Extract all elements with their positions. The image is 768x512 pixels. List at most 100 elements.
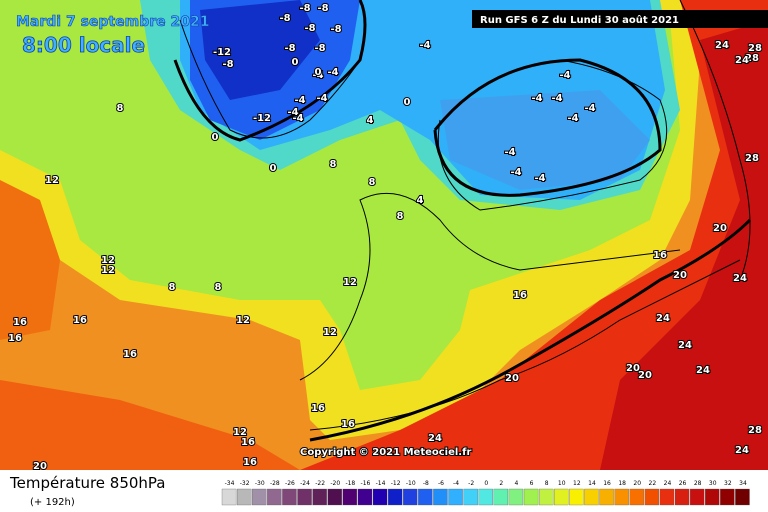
isotherm-label: 8 — [117, 103, 124, 114]
legend-label: 28 — [694, 480, 702, 487]
isotherm-label: 24 — [735, 55, 749, 66]
legend-label: -10 — [406, 480, 416, 487]
isotherm-label: 4 — [367, 115, 374, 126]
legend-label: 14 — [588, 480, 596, 487]
legend-swatch — [614, 488, 629, 506]
zero-isotherm — [173, 0, 752, 442]
legend-swatch — [463, 488, 478, 506]
legend: -34 -32 -30 -28 -26 -24 -22 -20 -18 -16 -14 -12 -10-… — [221, 480, 750, 506]
isotherm-label: 24 — [656, 313, 670, 324]
legend-swatch — [674, 488, 690, 506]
isotherm-label: 28 — [748, 425, 762, 436]
isotherm-label: 28 — [745, 53, 759, 64]
isotherm-label: 0 — [404, 97, 411, 108]
isotherm-label: -8 — [284, 43, 295, 54]
isotherm-label: 12 — [343, 277, 357, 288]
legend-label: 8 — [545, 480, 549, 487]
legend-swatch — [523, 488, 539, 506]
isotherm-label: -4 — [312, 70, 323, 81]
isotherm-label: -8 — [299, 3, 310, 14]
isotherm-label: -4 — [419, 40, 430, 51]
legend-label: 4 — [515, 480, 519, 487]
run-box — [472, 10, 768, 28]
isotherm-label: 16 — [8, 333, 22, 344]
isotherm-label: 16 — [13, 317, 27, 328]
isotherm-label: 0 — [315, 67, 322, 78]
legend-label: -4 — [453, 480, 459, 487]
isotherm-label: 12 — [101, 265, 115, 276]
isotherm-label: -4 — [567, 113, 578, 124]
isotherm-label: 12 — [323, 327, 337, 338]
legend-swatch — [342, 488, 358, 506]
legend-label: 2 — [499, 480, 503, 487]
coastlines — [179, 0, 751, 431]
legend-label: -6 — [438, 480, 444, 487]
valid-time: 8:00 locale — [22, 33, 145, 57]
legend-swatch — [221, 488, 237, 506]
valid-date: Mardi 7 septembre 2021 — [16, 14, 209, 30]
isotherm-label: 8 — [369, 177, 376, 188]
isotherm-label: 20 — [626, 363, 640, 374]
isotherm-label: -4 — [510, 167, 521, 178]
isotherm-label: 24 — [735, 445, 749, 456]
isotherm-label: 24 — [678, 340, 692, 351]
isotherm-label: -4 — [584, 103, 595, 114]
isotherm-label: 8 — [215, 282, 222, 293]
legend-label: -34 — [225, 480, 235, 487]
legend-swatch — [252, 488, 267, 506]
isotherm-label: -4 — [531, 93, 542, 104]
isotherm-label: 12 — [45, 175, 59, 186]
legend-swatch — [493, 488, 509, 506]
isotherm-label: 12 — [236, 315, 250, 326]
legend-swatch — [267, 488, 282, 506]
isotherm-label: 12 — [233, 427, 247, 438]
legend-label: -32 — [240, 480, 250, 487]
legend-swatch — [448, 488, 463, 506]
isotherm-label: 0 — [270, 163, 277, 174]
map-background — [0, 0, 768, 470]
isotherm-label: -8 — [222, 59, 233, 70]
isotherm-label: 8 — [330, 159, 337, 170]
isotherm-label: -8 — [279, 13, 290, 24]
legend-swatch — [403, 488, 418, 506]
legend-swatch — [236, 488, 252, 506]
legend-swatch — [478, 488, 493, 506]
isotherm-label: 8 — [169, 282, 176, 293]
legend-swatch — [357, 488, 373, 506]
isotherm-label: -12 — [213, 47, 231, 58]
isotherm-label: 20 — [673, 270, 687, 281]
legend-label: 10 — [558, 480, 566, 487]
isotherm-label: 4 — [417, 195, 424, 206]
isotherm-label: 20 — [505, 373, 519, 384]
legend-label: -28 — [270, 480, 280, 487]
isotherm-label: -12 — [253, 113, 271, 124]
isotherm-label: 8 — [397, 211, 404, 222]
legend-label: 12 — [573, 480, 581, 487]
legend-label: 18 — [618, 480, 626, 487]
legend-swatch — [433, 488, 448, 506]
legend-swatch — [705, 488, 720, 506]
legend-swatch — [312, 488, 327, 506]
legend-swatch — [689, 488, 705, 506]
legend-swatch — [735, 488, 750, 506]
legend-swatch — [659, 488, 675, 506]
legend-swatch — [554, 488, 569, 506]
legend-swatch — [644, 488, 660, 506]
isotherm-label: -4 — [316, 93, 327, 104]
legend-label: 20 — [633, 480, 641, 487]
isotherm-label: 24 — [733, 273, 747, 284]
legend-label: -24 — [300, 480, 310, 487]
isotherm-label: 12 — [101, 255, 115, 266]
legend-label: 34 — [739, 480, 747, 487]
isotherm-label: 16 — [73, 315, 87, 326]
isotherm-label: -4 — [327, 67, 338, 78]
legend-swatch — [720, 488, 735, 506]
isotherm-label: 16 — [243, 457, 257, 468]
isotherm-label: 16 — [513, 290, 527, 301]
legend-label: -18 — [345, 480, 355, 487]
legend-swatch — [282, 488, 297, 506]
isotherm-label: 28 — [748, 43, 762, 54]
isotherm-label: -4 — [534, 173, 545, 184]
isotherm-label: 16 — [341, 419, 355, 430]
isotherm-label: 16 — [311, 403, 325, 414]
